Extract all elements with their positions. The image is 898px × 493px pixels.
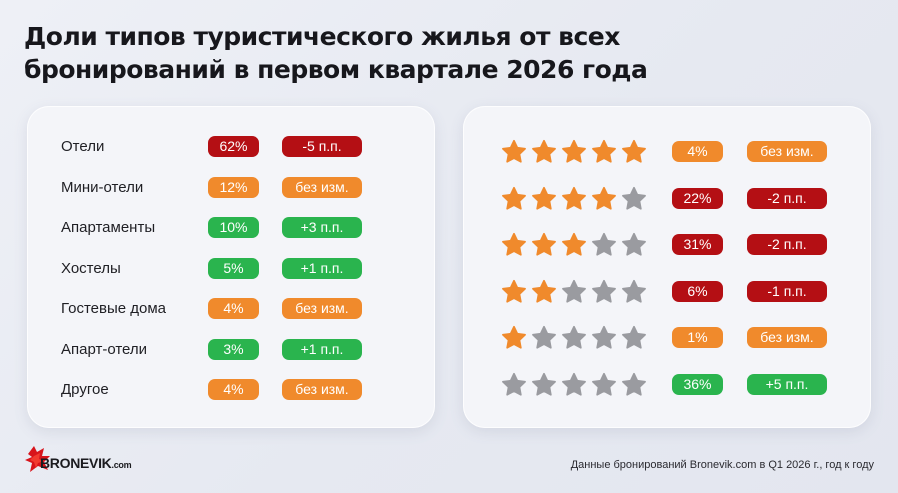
accommodation-types-card: Отели 62% -5 п.п. Мини-отели 12% без изм. Апар… [27, 106, 435, 428]
share-badge: 4% [672, 141, 723, 162]
accommodation-type-label: Апарт-отели [61, 340, 148, 358]
star-rating-row: 1% без изм. [501, 325, 831, 351]
share-badge: 4% [208, 379, 259, 400]
star-ratings-card: 4% без изм. 22% -2 п.п. 31% -2 п.п. 6% -1 п.п. 1… [463, 106, 871, 428]
accommodation-type-label: Отели [61, 138, 105, 155]
star-rating-row: 4% без изм. [501, 139, 831, 165]
star-rating-row: 22% -2 п.п. [501, 186, 831, 212]
star-empty-icon [591, 372, 617, 398]
star-empty-icon [591, 325, 617, 351]
star-filled-icon [501, 325, 527, 351]
footer-source-note: Данные бронирований Bronevik.com в Q1 20… [570, 459, 874, 471]
star-empty-icon [591, 279, 617, 305]
accommodation-type-label: Другое [61, 381, 109, 398]
change-badge: -5 п.п. [282, 136, 362, 157]
star-filled-icon [561, 232, 587, 258]
change-badge: без изм. [282, 176, 362, 198]
star-empty-icon [621, 372, 647, 398]
change-badge: -2 п.п. [747, 234, 827, 255]
share-badge: 5% [208, 257, 259, 279]
change-badge: без изм. [747, 327, 827, 348]
star-empty-icon [501, 372, 527, 398]
change-badge: без изм. [747, 141, 827, 162]
star-filled-icon [561, 186, 587, 212]
accommodation-row: Апарт-отели 3% +1 п.п. [61, 338, 421, 361]
accommodation-row: Другое 4% без изм. [61, 379, 421, 401]
star-filled-icon [561, 139, 587, 165]
star-filled-icon [531, 279, 557, 305]
share-badge: 3% [208, 338, 259, 360]
accommodation-row: Апартаменты 10% +3 п.п. [61, 217, 421, 239]
star-empty-icon [621, 325, 647, 351]
share-badge: 10% [208, 217, 259, 238]
accommodation-row: Отели 62% -5 п.п. [61, 136, 421, 158]
logo-text: BRONEVIK.com [40, 455, 132, 471]
star-filled-icon [531, 139, 557, 165]
accommodation-type-label: Гостевые дома [61, 300, 167, 317]
page-title-line-1: Доли типов туристического жилья от всех [24, 22, 620, 51]
change-badge: +5 п.п. [747, 373, 827, 395]
star-rating-row: 6% -1 п.п. [501, 279, 831, 305]
accommodation-type-label: Мини-отели [61, 178, 144, 196]
accommodation-type-label: Апартаменты [61, 219, 156, 236]
share-badge: 31% [672, 234, 723, 255]
accommodation-row: Хостелы 5% +1 п.п. [61, 257, 421, 280]
change-badge: без изм. [282, 298, 362, 319]
star-filled-icon [531, 186, 557, 212]
star-filled-icon [621, 139, 647, 165]
accommodation-row: Мини-отели 12% без изм. [61, 176, 421, 199]
share-badge: 12% [208, 176, 259, 198]
star-filled-icon [531, 232, 557, 258]
change-badge: -2 п.п. [747, 187, 827, 209]
star-rating-row: 31% -2 п.п. [501, 232, 831, 258]
star-empty-icon [621, 186, 647, 212]
share-badge: 62% [208, 136, 259, 157]
share-badge: 22% [672, 187, 723, 209]
star-filled-icon [591, 139, 617, 165]
star-filled-icon [501, 186, 527, 212]
star-filled-icon [501, 139, 527, 165]
star-rating-row: 36% +5 п.п. [501, 372, 831, 398]
share-badge: 1% [672, 327, 723, 348]
share-badge: 4% [208, 298, 259, 319]
change-badge: +1 п.п. [282, 257, 362, 279]
accommodation-type-label: Хостелы [61, 259, 121, 277]
change-badge: без изм. [282, 379, 362, 400]
star-filled-icon [591, 186, 617, 212]
star-empty-icon [621, 279, 647, 305]
star-filled-icon [501, 232, 527, 258]
page-title: Доли типов туристического жилья от всех … [24, 20, 784, 86]
change-badge: +1 п.п. [282, 338, 362, 360]
star-empty-icon [591, 232, 617, 258]
star-empty-icon [561, 372, 587, 398]
star-filled-icon [501, 279, 527, 305]
change-badge: -1 п.п. [747, 280, 827, 302]
change-badge: +3 п.п. [282, 217, 362, 238]
star-empty-icon [561, 325, 587, 351]
star-empty-icon [561, 279, 587, 305]
bronevik-logo: BRONEVIK.com [24, 444, 144, 478]
share-badge: 6% [672, 280, 723, 302]
share-badge: 36% [672, 373, 723, 395]
star-empty-icon [621, 232, 647, 258]
accommodation-row: Гостевые дома 4% без изм. [61, 298, 421, 320]
page-title-line-2: бронирований в первом квартале 2026 года [24, 55, 648, 84]
star-empty-icon [531, 325, 557, 351]
star-empty-icon [531, 372, 557, 398]
bronevik-logo-icon [25, 446, 50, 472]
